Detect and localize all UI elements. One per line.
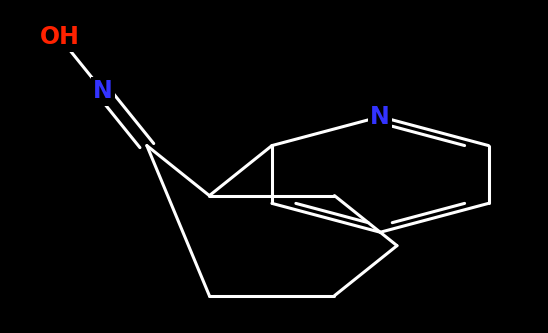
Text: N: N — [93, 80, 113, 104]
Text: N: N — [370, 105, 390, 129]
Text: OH: OH — [39, 25, 79, 49]
